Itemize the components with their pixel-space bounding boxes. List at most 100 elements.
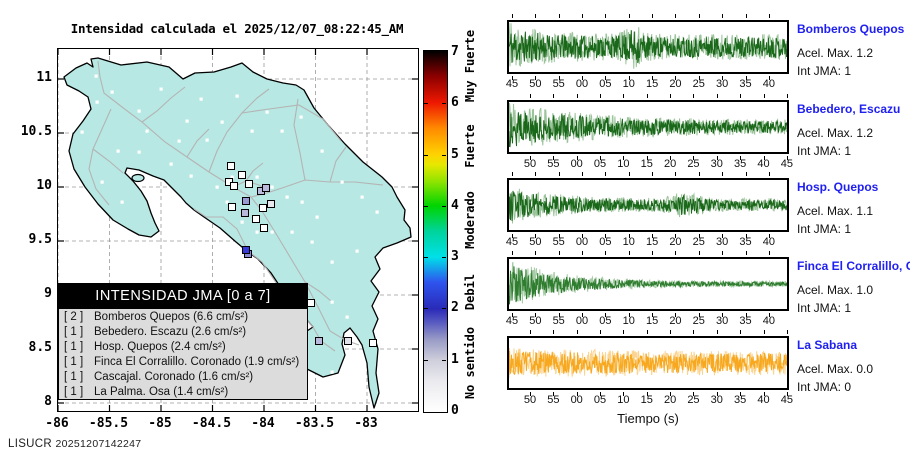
waveform-tick (745, 76, 747, 80)
station-intensity-marker (242, 246, 250, 254)
waveform-acel-max: Acel. Max. 1.2 (797, 126, 874, 140)
colorbar-tick-label: 1 (451, 352, 459, 367)
waveform-tick (670, 330, 672, 334)
waveform-tick (646, 156, 648, 160)
station-intensity-marker (238, 171, 246, 179)
waveform-tick-label: 45 (780, 158, 793, 170)
waveform-tick (675, 251, 677, 255)
waveform-tick (740, 392, 742, 396)
waveform-tick (652, 313, 654, 317)
colorbar-tick-mark (424, 103, 428, 104)
waveform-tick (623, 392, 625, 396)
waveform-tick (716, 330, 718, 334)
intensity-legend: INTENSIDAD JMA [0 a 7] [ 2 ] Bomberos Que… (58, 283, 308, 400)
waveform-tick (693, 156, 695, 160)
legend-entry: [ 1 ] Hosp. Quepos (2.4 cm/s²) (59, 339, 307, 354)
waveform-tick (576, 330, 578, 334)
waveform-tick (605, 234, 607, 238)
waveform-tick (722, 76, 724, 80)
colorbar-tick-label: 7 (451, 44, 459, 59)
colorbar-tick-mark (442, 257, 446, 258)
waveform-acel-max: Acel. Max. 1.2 (797, 46, 874, 60)
colorbar-tick-mark (442, 206, 446, 207)
waveform-tick-label: 55 (547, 158, 560, 170)
waveform-tick (740, 94, 742, 98)
waveform-tick (763, 94, 765, 98)
waveform-tick-label: 40 (762, 315, 775, 327)
waveform-acel-max: Acel. Max. 1.0 (797, 283, 874, 297)
waveform-tick-label: 05 (593, 158, 607, 170)
map-y-tick-label: 9.5 (28, 232, 52, 247)
map-y-tick-label: 10 (36, 178, 52, 193)
waveform-tick (646, 94, 648, 98)
waveform-tick-label: 10 (622, 78, 635, 90)
waveform-tick (722, 14, 724, 18)
colorbar-tick-label: 3 (451, 249, 459, 264)
waveform-tick-label: 40 (757, 158, 770, 170)
waveform-tick (646, 392, 648, 396)
waveform-tick-label: 20 (669, 315, 682, 327)
legend-entry-label: Bebedero. Escazu (2.6 cm/s²) (94, 325, 247, 338)
legend-entry: [ 1 ] Finca El Corralillo. Coronado (1.9 … (59, 354, 307, 369)
colorbar-tick-mark (442, 308, 446, 309)
waveform-tick (646, 330, 648, 334)
waveform-tick (512, 14, 513, 18)
map-x-tick-label: -83.5 (294, 416, 335, 431)
waveform-tick (582, 234, 584, 238)
waveform-tick (558, 313, 560, 317)
waveform-panel: 50 55 00 05 10 15 20 25 30 35 40 45 (507, 330, 793, 406)
waveform-tick (745, 14, 747, 18)
legend-entry: [ 2 ] Bomberos Quepos (6.6 cm/s²) (59, 309, 307, 324)
waveform-tick (768, 251, 770, 255)
waveform-tick (553, 94, 555, 98)
waveform-panel: 45 50 55 00 05 10 15 20 25 30 35 40 (506, 251, 789, 327)
waveform-tick (768, 76, 770, 80)
waveform-int-jma: Int JMA: 1 (797, 222, 852, 236)
legend-entry-label: Finca El Corralillo. Coronado (1.9 cm/s²… (94, 355, 300, 368)
map-y-tick-label: 11 (36, 70, 52, 85)
waveform-panel: 45 50 55 00 05 10 15 20 25 30 35 40 (506, 14, 789, 90)
colorbar-tick-mark (424, 257, 428, 258)
waveform-tick (675, 234, 677, 238)
map-x-tick-label: -83 (354, 416, 378, 431)
legend-entry-count: [ 1 ] (64, 385, 84, 398)
waveform-tick (628, 234, 630, 238)
waveform-station-name: Bomberos Quepos (797, 22, 905, 36)
colorbar-tick-mark (424, 308, 428, 309)
waveform-tick (763, 330, 765, 334)
waveform-tick (576, 392, 578, 396)
waveform-tick (582, 76, 584, 80)
waveform-tick (512, 76, 513, 80)
station-intensity-marker (242, 197, 250, 205)
waveform-tick-label: 00 (570, 158, 583, 170)
waveform-tick (530, 156, 531, 160)
waveform-tick-label: 15 (645, 78, 659, 90)
waveform-tick-label: 35 (739, 78, 752, 90)
waveform-tick (512, 234, 513, 238)
waveform-tick-label: 30 (716, 236, 729, 248)
legend-entry-label: Cascajal. Coronado (1.6 cm/s²) (94, 370, 254, 383)
waveform-tick (558, 251, 560, 255)
waveform-tick-label: 00 (575, 315, 589, 327)
station-intensity-marker (252, 215, 260, 223)
waveform-panel: 45 50 55 00 05 10 15 20 25 30 35 40 (506, 172, 789, 248)
waveform-station-name: Bebedero, Escazu (797, 102, 901, 116)
waveform-int-jma: Int JMA: 1 (797, 301, 852, 315)
station-intensity-marker (245, 180, 253, 188)
waveform-tick (763, 156, 765, 160)
waveform-tick (535, 172, 537, 176)
waveform-tick (530, 330, 531, 334)
waveform-tick-label: 55 (547, 394, 560, 406)
waveform-tick-label: 05 (599, 78, 612, 90)
waveform-trace-2 (509, 102, 787, 148)
waveform-tick (558, 234, 560, 238)
waveform-tick (693, 392, 695, 396)
waveform-tick-label: 00 (575, 78, 589, 90)
waveform-tick (582, 313, 584, 317)
waveform-trace-4 (509, 262, 787, 305)
map-title: Intensidad calculada el 2025/12/07_08:22… (70, 21, 404, 36)
legend-title: INTENSIDAD JMA [0 a 7] (59, 284, 307, 309)
waveform-tick (600, 392, 602, 396)
station-intensity-marker (267, 200, 275, 208)
